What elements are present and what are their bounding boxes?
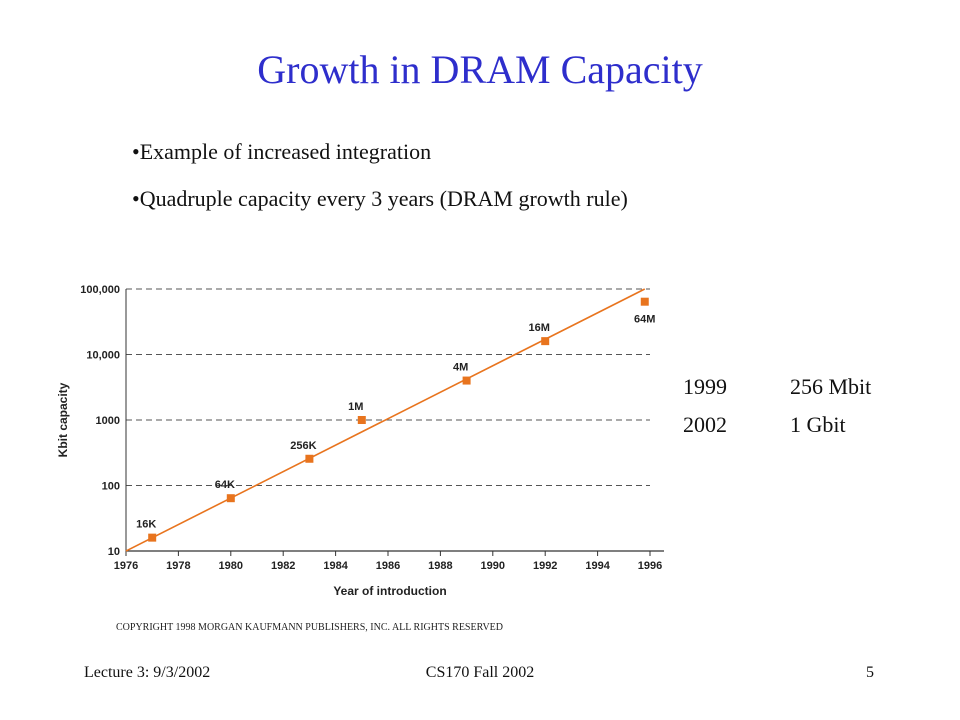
y-tick-label: 10,000 <box>86 350 120 362</box>
data-point-marker <box>541 337 550 346</box>
table-row: 1999 256 Mbit <box>683 374 871 412</box>
x-tick-label: 1986 <box>376 560 400 572</box>
footer-course: CS170 Fall 2002 <box>425 664 535 681</box>
x-tick-label: 1988 <box>428 560 452 572</box>
bullet-list: Example of increased integration Quadrup… <box>132 138 628 232</box>
data-point-marker <box>305 454 314 463</box>
x-tick-label: 1996 <box>638 560 662 572</box>
x-tick-label: 1990 <box>481 560 505 572</box>
data-point-marker <box>148 533 157 542</box>
capacity-cell: 256 Mbit <box>790 374 872 399</box>
y-tick-label: 1000 <box>96 415 120 427</box>
trend-line <box>125 288 646 552</box>
table-row: 2002 1 Gbit <box>683 412 871 450</box>
data-point-label: 1M <box>348 401 363 413</box>
x-tick-label: 1978 <box>166 560 190 572</box>
data-point-marker <box>462 376 471 385</box>
y-tick-label: 100 <box>102 481 120 493</box>
axis-layer: 10 100 1000 10,000 100,000 1976 1978 1980 1982 19… <box>80 284 664 572</box>
grid-layer <box>126 288 650 486</box>
y-axis-title: Kbit capacity <box>56 382 70 457</box>
x-tick-label: 1980 <box>219 560 243 572</box>
dram-milestones-table: 1999 256 Mbit 2002 1 Gbit <box>683 374 871 450</box>
x-tick-label: 1994 <box>585 560 610 572</box>
footer-lecture-date: Lecture 3: 9/3/2002 <box>84 664 211 681</box>
data-point-label: 16K <box>136 519 156 531</box>
data-point-marker <box>226 494 235 503</box>
data-point-marker <box>357 416 366 424</box>
bullet-item: Quadruple capacity every 3 years (DRAM g… <box>132 185 628 213</box>
copyright-notice: COPYRIGHT 1998 MORGAN KAUFMANN PUBLISHER… <box>116 622 504 633</box>
data-point-label: 64M <box>634 314 655 326</box>
slide-title: Growth in DRAM Capacity <box>257 47 703 92</box>
data-point-label: 64K <box>215 479 235 491</box>
data-point-marker <box>640 297 649 306</box>
data-point-label: 4M <box>453 362 468 374</box>
trend-layer <box>125 288 646 552</box>
data-point-label: 256K <box>290 440 316 452</box>
year-cell: 1999 <box>683 374 727 399</box>
y-tick-label: 10 <box>108 546 120 558</box>
capacity-cell: 1 Gbit <box>790 412 846 437</box>
x-tick-label: 1982 <box>271 560 295 572</box>
x-axis-title: Year of introduction <box>333 584 446 598</box>
footer-page-number: 5 <box>866 664 874 681</box>
x-tick-label: 1992 <box>533 560 557 572</box>
x-tick-label: 1976 <box>114 560 138 572</box>
year-cell: 2002 <box>683 412 727 437</box>
point-layer: 16K 64K 256K 1M 4M 16M 64M <box>136 297 655 542</box>
y-tick-label: 100,000 <box>80 284 120 296</box>
bullet-item: Example of increased integration <box>132 138 628 166</box>
x-tick-label: 1984 <box>323 560 348 572</box>
data-point-label: 16M <box>528 322 549 334</box>
